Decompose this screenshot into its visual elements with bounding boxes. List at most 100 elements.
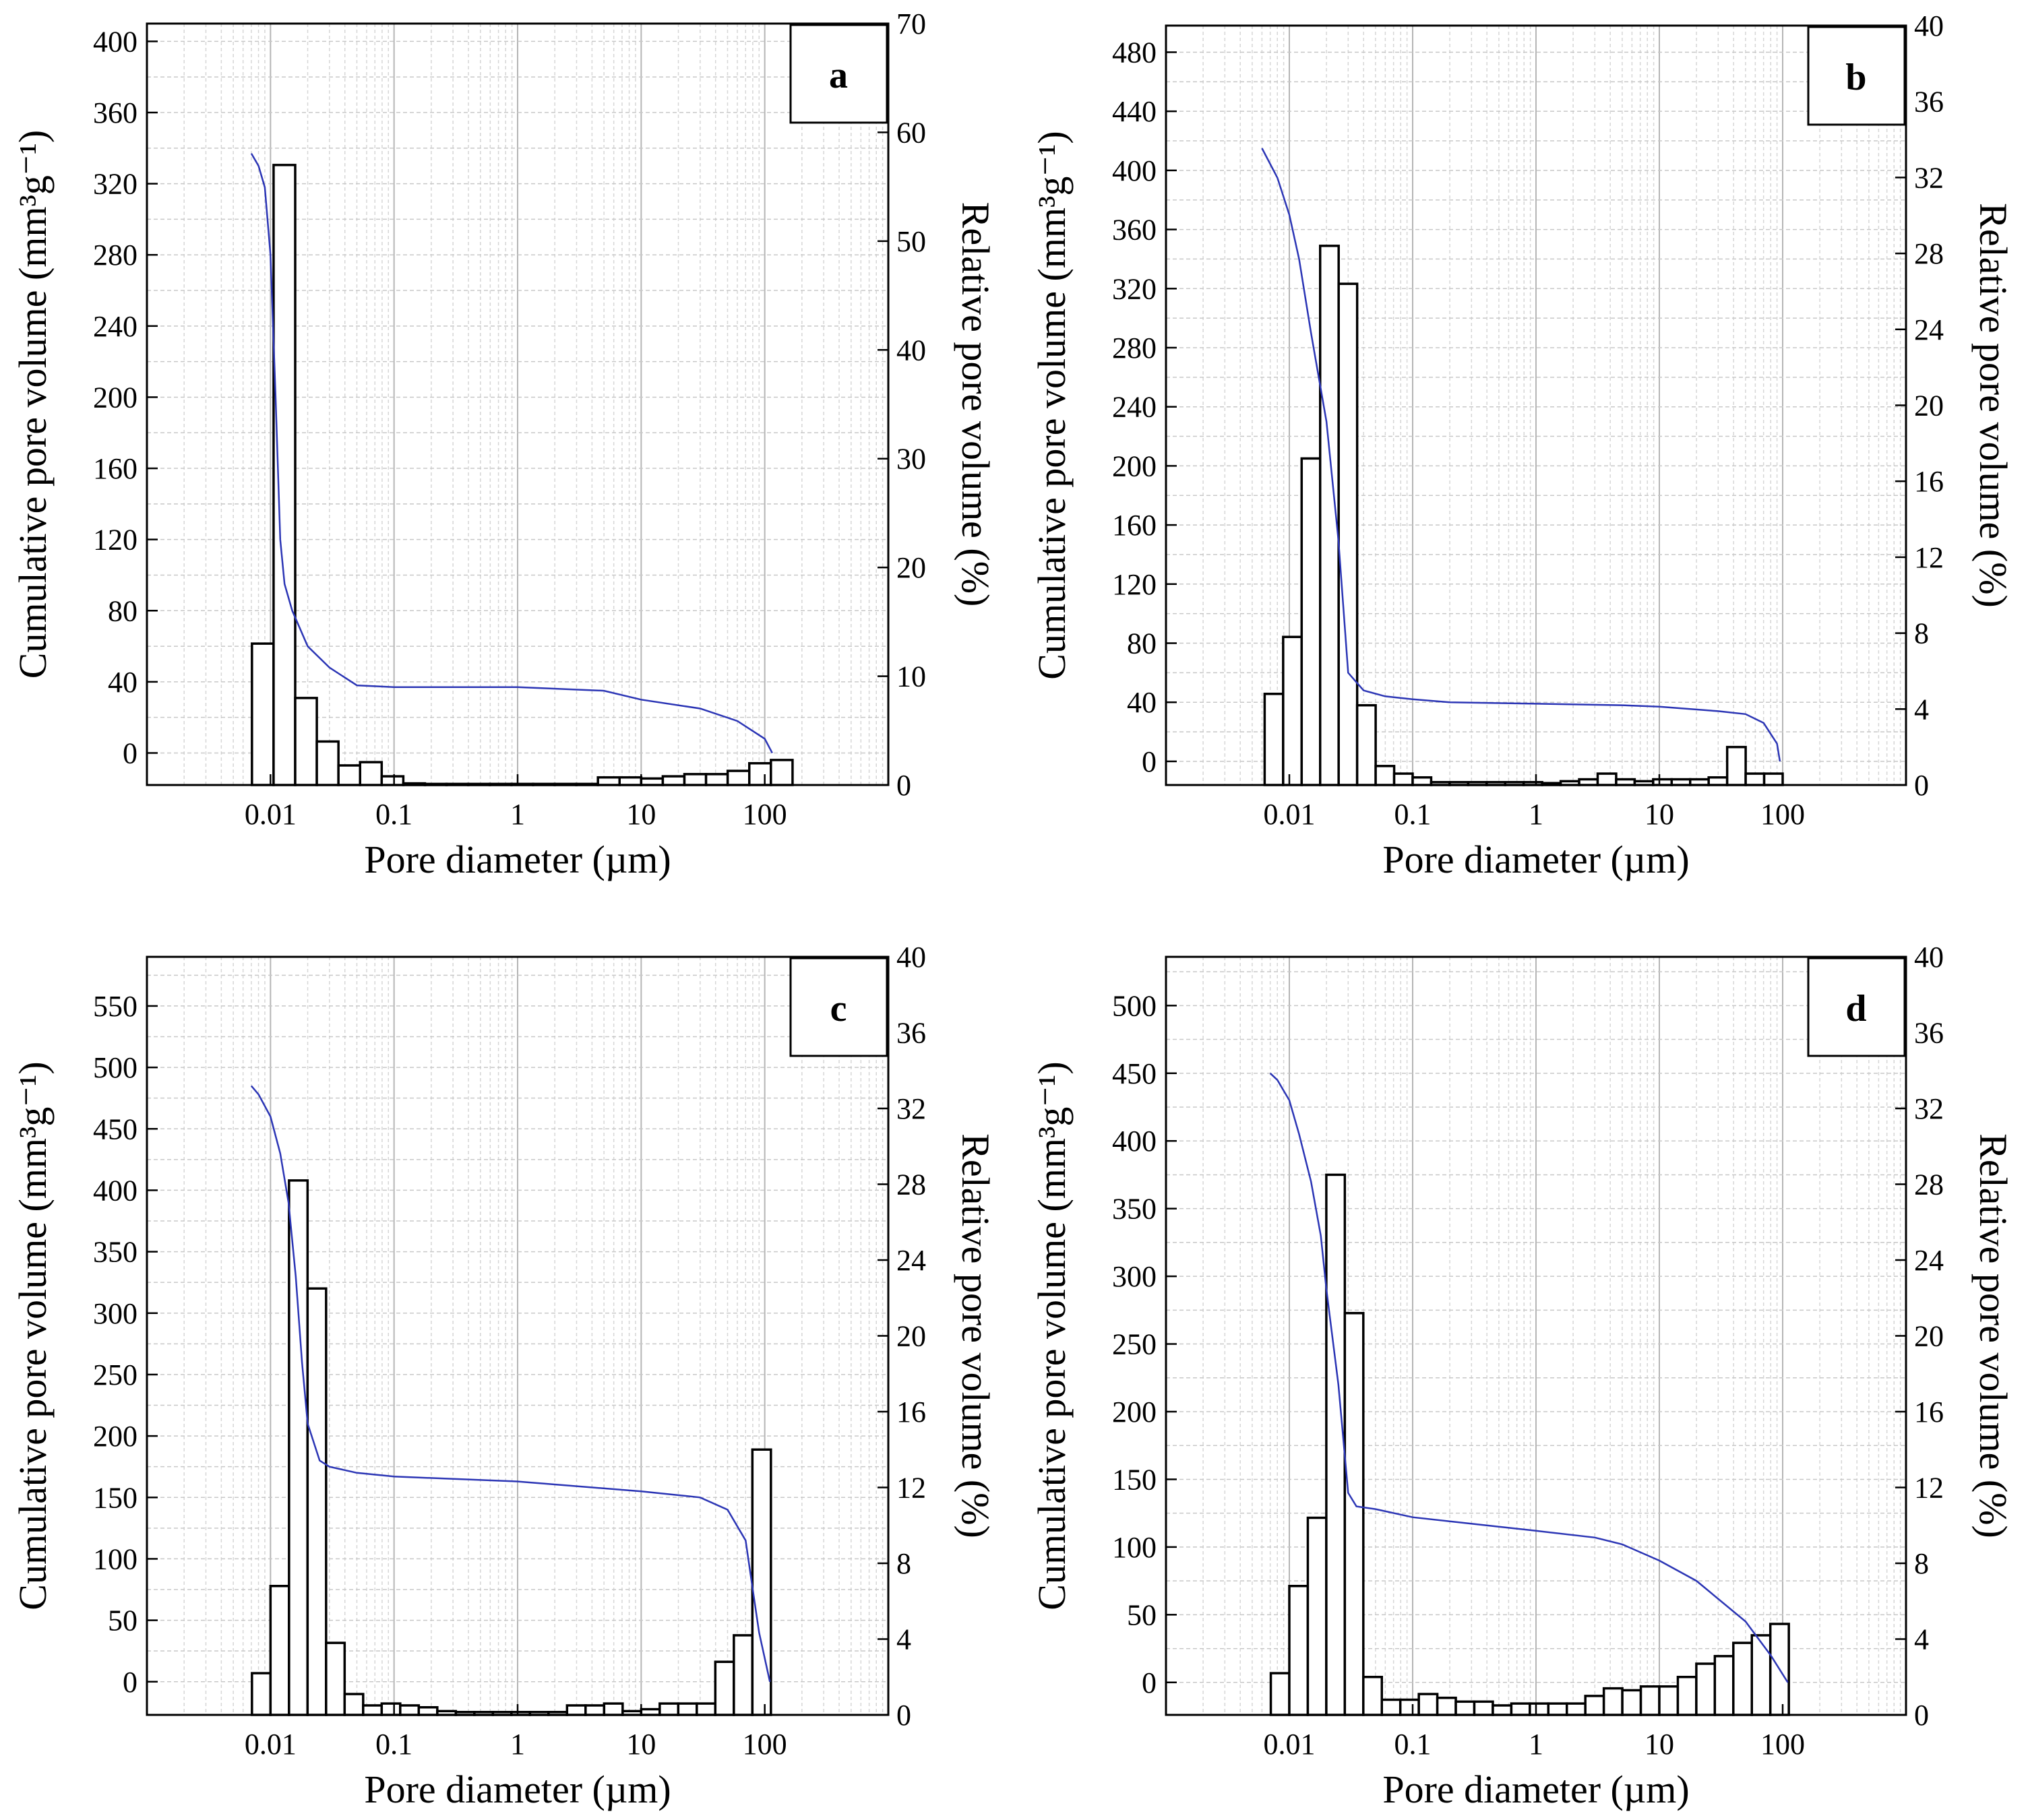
histogram-bar	[1269, 1672, 1291, 1716]
y2-tick-label: 32	[896, 1092, 926, 1125]
histogram-bar	[1300, 457, 1322, 786]
y-tick-label: 450	[1112, 1057, 1157, 1090]
y-tick-label: 440	[1112, 95, 1157, 128]
left-axis: 0 40 80 120 160 200 240 280 320 360 400	[93, 25, 158, 770]
y-axis-title: Cumulative pore volume (mm³g⁻¹)	[1030, 1061, 1074, 1610]
y-tick-label: 0	[1142, 1666, 1157, 1699]
y2-tick-label: 32	[1914, 1092, 1944, 1125]
y2-tick-label: 0	[1914, 1699, 1929, 1732]
x-tick-label: 0.1	[1394, 798, 1432, 831]
y-tick-label: 50	[1127, 1598, 1157, 1631]
histogram-bar	[1337, 282, 1359, 786]
histogram-bar	[565, 1704, 587, 1716]
cumulative-pore-volume-line	[250, 1085, 771, 1683]
histogram-bar	[1695, 1662, 1717, 1716]
histogram-bar	[584, 1704, 606, 1716]
y2-axis-title: Relative pore volume (%)	[1971, 203, 2015, 608]
chart-panel-a: 0408012016020024028032036040001020304050…	[11, 7, 997, 881]
chart-panel-b: 0408012016020024028032036040044048004812…	[1030, 9, 2015, 881]
y2-tick-label: 20	[1914, 1320, 1944, 1353]
y2-axis-title: Relative pore volume (%)	[954, 202, 997, 607]
y2-tick-label: 16	[1914, 465, 1944, 498]
y-tick-label: 120	[1112, 568, 1157, 601]
y2-axis-title: Relative pore volume (%)	[1971, 1133, 2015, 1538]
histogram-bar	[1492, 1704, 1513, 1716]
histogram-bar	[1566, 1702, 1587, 1716]
histogram-bar	[1707, 776, 1729, 786]
histogram-bar	[1380, 1698, 1402, 1716]
histogram-bar	[1288, 1585, 1310, 1716]
chart-panel-c: 0 50 100 150 200 250 300 350 400 450 500 550 0 4 8 12 16…	[11, 941, 997, 1811]
y-tick-label: 360	[93, 96, 137, 129]
histogram-bar	[1596, 772, 1618, 786]
y2-tick-label: 28	[896, 1168, 926, 1201]
y-tick-label: 150	[1112, 1463, 1157, 1496]
y-tick-label: 300	[93, 1297, 137, 1330]
y2-tick-label: 40	[1914, 9, 1944, 42]
panel-label: a	[829, 55, 848, 96]
y-tick-label: 120	[93, 524, 137, 557]
histogram-bar	[380, 1702, 402, 1716]
histogram-bar	[1713, 1655, 1735, 1716]
y2-tick-label: 16	[1914, 1395, 1944, 1429]
y-tick-label: 100	[93, 1542, 137, 1575]
histogram-bar	[683, 773, 708, 786]
histogram-bar	[1584, 1695, 1605, 1716]
x-tick-label: 100	[1760, 798, 1805, 831]
histogram-bar	[1392, 772, 1414, 786]
y-tick-label: 200	[93, 381, 137, 414]
y2-tick-label: 28	[1914, 1168, 1944, 1201]
x-tick-label: 0.01	[1264, 1728, 1316, 1761]
y2-tick-label: 16	[896, 1395, 926, 1429]
histogram-bar	[272, 164, 297, 786]
y2-tick-label: 40	[896, 941, 926, 974]
histogram-bar	[325, 1641, 346, 1716]
y-tick-label: 550	[93, 990, 137, 1023]
x-axis: 0.01 0.1 1 10 100	[1264, 774, 1805, 831]
panel-label: c	[830, 988, 847, 1030]
histogram-bar	[359, 761, 383, 786]
x-tick-label: 0.01	[245, 798, 297, 831]
y2-tick-label: 32	[1914, 161, 1944, 194]
histogram-bar	[618, 776, 643, 786]
x-axis-title: Pore diameter (µm)	[1382, 838, 1689, 881]
y2-tick-label: 4	[896, 1623, 911, 1656]
histogram-bar	[1454, 1700, 1476, 1716]
y-axis-title: Cumulative pore volume (mm³g⁻¹)	[11, 130, 55, 679]
right-axis: 0 4 8 12 16 20 24 28 32 36 40	[878, 941, 926, 1732]
x-tick-label: 10	[626, 1728, 656, 1761]
x-tick-label: 10	[1645, 1728, 1674, 1761]
y-tick-label: 0	[123, 736, 137, 770]
histogram-bar	[661, 775, 686, 786]
left-axis: 0 50 100 150 200 250 300 350 400 450 500	[1112, 989, 1177, 1699]
y-tick-label: 350	[1112, 1193, 1157, 1226]
histogram-bar	[1263, 693, 1285, 786]
x-tick-label: 10	[1645, 798, 1674, 831]
y2-axis-title: Relative pore volume (%)	[954, 1133, 997, 1538]
x-tick-label: 1	[510, 798, 525, 831]
histogram-bar	[1306, 1516, 1328, 1716]
x-tick-label: 100	[1760, 1728, 1805, 1761]
histogram-bar	[1355, 703, 1377, 786]
histogram-bar	[1529, 1702, 1550, 1716]
histogram-bar	[362, 1704, 383, 1716]
grid-lines	[1165, 26, 1906, 785]
histogram-bar	[251, 642, 275, 786]
panel-label-box	[1807, 957, 1906, 1057]
y-tick-label: 200	[93, 1420, 137, 1453]
y-tick-label: 80	[108, 594, 137, 627]
bar-series	[1263, 245, 1784, 786]
left-axis: 0 50 100 150 200 250 300 350 400 450 500 550	[93, 990, 158, 1699]
x-tick-label: 0.1	[375, 798, 412, 831]
y2-tick-label: 20	[1914, 389, 1944, 422]
histogram-bar	[251, 1672, 272, 1716]
histogram-bar	[770, 759, 794, 786]
y2-tick-label: 30	[896, 443, 926, 476]
y-tick-label: 320	[1112, 272, 1157, 305]
x-tick-label: 0.01	[245, 1728, 297, 1761]
x-tick-label: 0.1	[1394, 1728, 1432, 1761]
histogram-bar	[1744, 772, 1766, 786]
y2-tick-label: 8	[1914, 617, 1929, 650]
histogram-bar	[1325, 1173, 1347, 1716]
